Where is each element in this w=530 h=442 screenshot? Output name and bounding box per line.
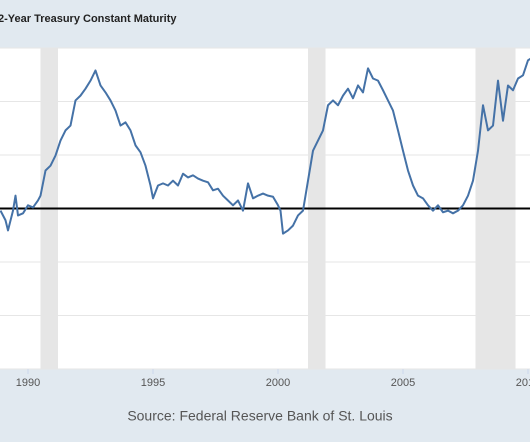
source: Source: Federal Reserve Bank of St. Loui… <box>127 408 392 424</box>
chart-title: 2-Year Treasury Constant Maturity <box>0 13 177 25</box>
x-tick-label: 1995 <box>141 377 165 389</box>
x-tick-label: 2005 <box>391 377 415 389</box>
x-tick-label: 1990 <box>16 377 40 389</box>
x-tick-label: 2010 <box>516 377 530 389</box>
data-line <box>0 57 530 235</box>
x-tick-label: 2000 <box>266 377 290 389</box>
